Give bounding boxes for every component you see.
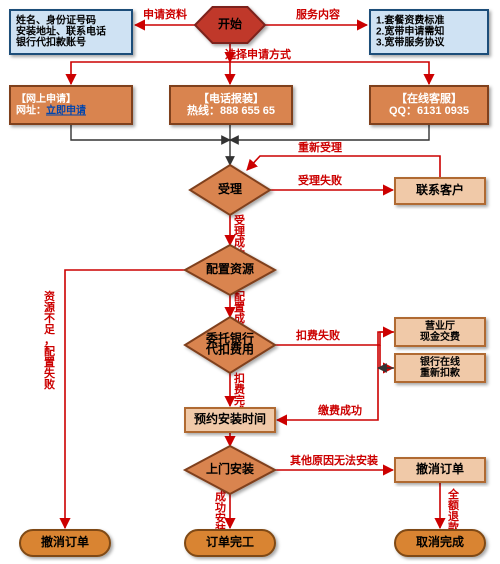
node-pay_retry: 银行在线重新扣款 [395,354,485,382]
edge-22: 全额退款 [440,482,460,534]
svg-text:配置资源: 配置资源 [206,261,254,276]
node-service_info: 1.套餐资费标准2.宽带申请需知3.宽带服务协议 [370,10,488,54]
edge-label: 服务内容 [296,7,340,21]
svg-text:上门安装: 上门安装 [206,461,254,476]
label: 银行代扣款账号 [16,36,86,49]
edge-6 [71,124,230,140]
label: 现金交费 [420,330,460,343]
svg-text:受理: 受理 [218,181,242,196]
edge-13: 资源不足，配置失败 [44,270,185,528]
svg-text:安: 安 [215,511,226,525]
svg-text:失: 失 [44,366,56,380]
node-done: 订单完工 [185,530,275,556]
svg-text:代扣费用: 代扣费用 [205,342,254,357]
label: 【在线客服】 [396,91,462,105]
label: 重新扣款 [420,366,461,379]
node-bank: 委托银行代扣费用 [185,317,275,373]
svg-text:资: 资 [44,289,55,303]
label: 网址：立即申请 [16,103,86,116]
label: 营业厅 [425,319,455,332]
svg-text:开始: 开始 [218,16,242,31]
node-start: 开始 [195,7,265,43]
edge-10: 重新受理 [247,140,440,178]
svg-text:费: 费 [234,382,245,396]
svg-text:取消完成: 取消完成 [416,534,464,549]
node-contact: 联系客户 [395,178,485,204]
label: 【电话报装】 [198,91,264,105]
edge-label: 扣费失败 [296,328,340,342]
node-accept: 受理 [190,165,270,215]
node-cancel_done: 取消完成 [395,530,485,556]
label: 【网上申请】 [16,92,76,105]
node-phone: 【电话报装】热线：888 655 65 [170,86,292,124]
edge-7 [230,124,429,140]
node-applicant_info: 姓名、身份证号码安装地址、联系电话银行代扣款账号 [10,10,132,54]
svg-text:源: 源 [44,300,55,314]
svg-text:受: 受 [234,213,245,227]
edge-label: 选择申请方式 [225,47,291,61]
node-install: 上门安装 [185,446,275,494]
label: 撤消订单 [416,461,464,476]
edge-15 [380,345,393,368]
edge-label: 缴费成功 [318,403,362,417]
node-qq: 【在线客服】QQ：6131 0935 [370,86,488,124]
label: QQ：6131 0935 [389,105,469,117]
svg-text:额: 额 [448,498,459,512]
edge-5 [230,62,429,84]
edge-label: 受理失败 [298,173,342,187]
label: 预约安装时间 [194,411,266,426]
svg-text:成: 成 [234,235,245,249]
svg-text:败: 败 [44,377,55,391]
node-cancel_order2: 撤消订单 [395,458,485,482]
node-appoint: 预约安装时间 [185,408,275,432]
svg-text:全: 全 [447,487,460,501]
edge-20: 其他原因无法安装 [275,453,393,470]
node-online: 【网上申请】网址：立即申请 [10,86,132,124]
label: 联系客户 [416,182,464,197]
label: 姓名、身份证号码 [15,14,96,27]
svg-text:扣: 扣 [234,371,245,385]
label: 1.套餐资费标准 [376,14,444,27]
edge-21: 成功安装 [214,489,230,536]
svg-text:退: 退 [448,509,459,523]
node-alloc: 配置资源 [185,245,275,295]
edge-1: 服务内容 [265,7,367,25]
label: 2.宽带申请需知 [376,25,444,38]
label: 安装地址、联系电话 [16,25,106,38]
node-cancel_order: 撤消订单 [20,530,110,556]
edge-0: 申请资料 [135,7,195,25]
node-pay_cash: 营业厅现金交费 [395,318,485,346]
label: 银行在线 [420,355,460,368]
edge-9: 受理失败 [270,173,393,190]
edge-label: 重新受理 [298,140,342,154]
svg-text:功: 功 [215,500,226,514]
svg-text:撤消订单: 撤消订单 [41,534,89,549]
svg-text:配: 配 [44,344,55,358]
edge-label: 申请资料 [143,7,187,21]
label: 热线：888 655 65 [187,103,275,117]
svg-text:订单完工: 订单完工 [206,534,254,549]
svg-text:完: 完 [234,393,245,407]
label: 3.宽带服务协议 [376,36,445,49]
edge-14: 扣费失败 [275,328,393,345]
edge-label: 其他原因无法安装 [290,453,378,467]
